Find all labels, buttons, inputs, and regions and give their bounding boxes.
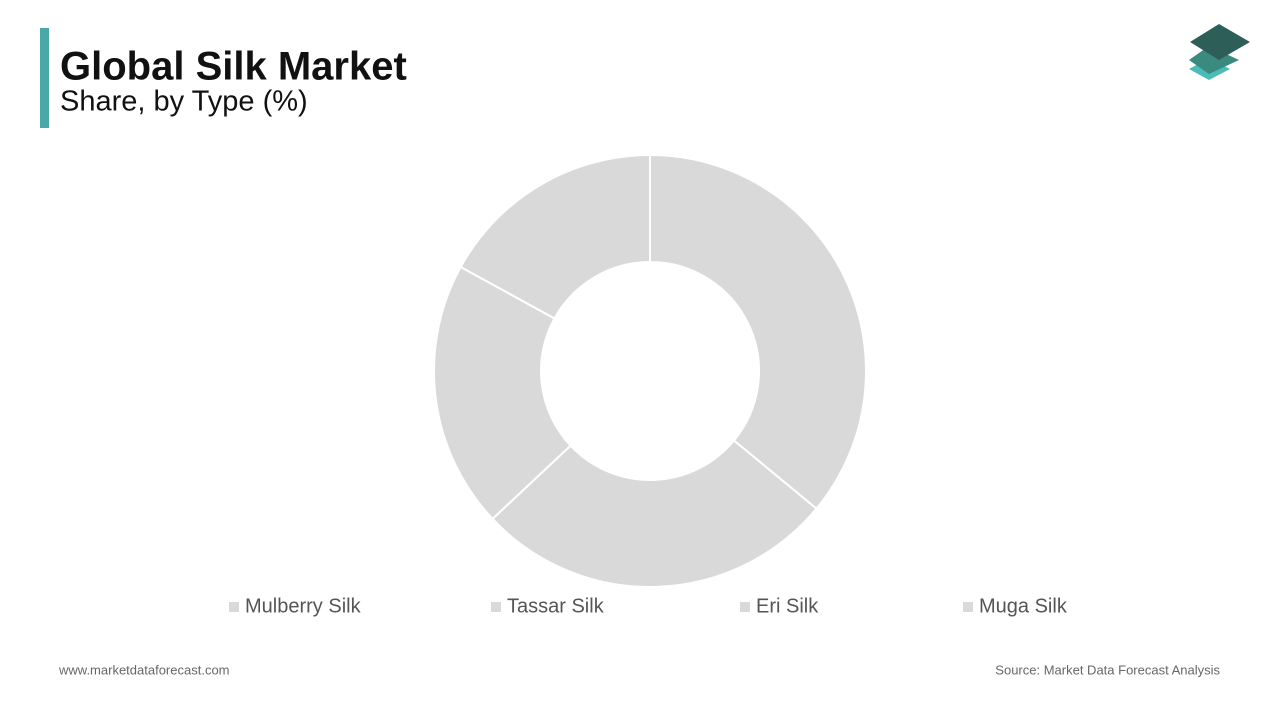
legend-label: Tassar Silk <box>507 595 605 617</box>
legend-label: Muga Silk <box>979 595 1068 617</box>
legend-label: Eri Silk <box>756 595 819 617</box>
legend-label: Mulberry Silk <box>245 595 362 617</box>
legend-swatch <box>740 602 750 612</box>
donut-slice <box>649 153 867 511</box>
chart-subtitle: Share, by Type (%) <box>60 86 308 118</box>
donut-slice <box>433 265 572 521</box>
legend-swatch <box>491 602 501 612</box>
chart-title: Global Silk Market <box>60 45 407 89</box>
donut-slice <box>459 153 651 320</box>
source: Source: Market Data Forecast Analysis <box>995 662 1220 677</box>
website: www.marketdataforecast.com <box>58 662 230 677</box>
logo <box>1189 24 1250 80</box>
legend-swatch <box>963 602 973 612</box>
legend-swatch <box>229 602 239 612</box>
title-accent <box>40 28 49 128</box>
donut-slice <box>491 439 818 588</box>
